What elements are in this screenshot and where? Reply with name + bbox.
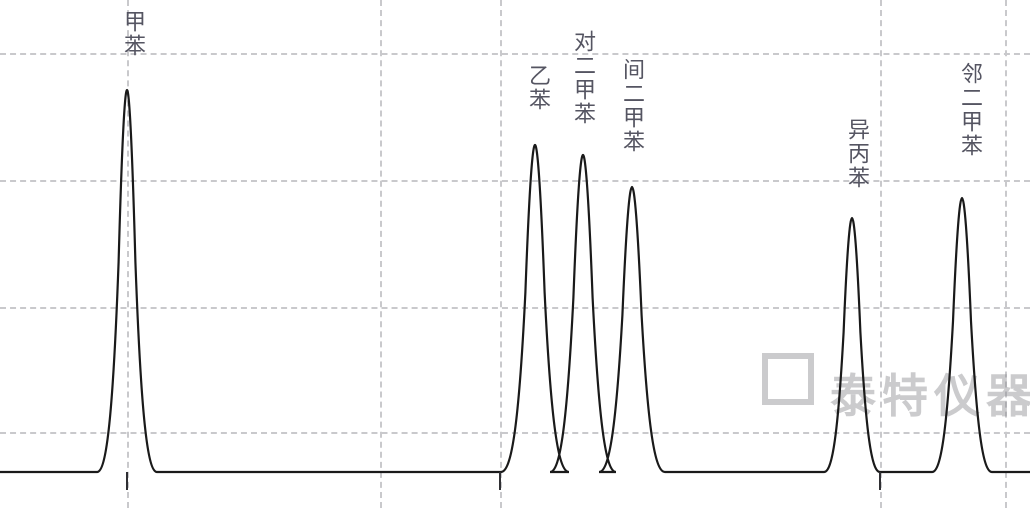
peak-label-p-xylene: 对二甲苯: [567, 30, 599, 126]
peak-label-o-xylene: 邻二甲苯: [954, 62, 986, 158]
peak-label-cumene: 异丙苯: [841, 118, 873, 190]
peak-label-ethylbenzene: 乙苯: [522, 64, 554, 112]
chromatogram-chart: 泰特仪器 甲苯乙苯对二甲苯间二甲苯异丙苯邻二甲苯: [0, 0, 1030, 508]
peak-label-m-xylene: 间二甲苯: [616, 58, 648, 154]
peak-label-toluene: 甲苯: [117, 10, 149, 58]
chromatogram-trace: [0, 0, 1030, 508]
